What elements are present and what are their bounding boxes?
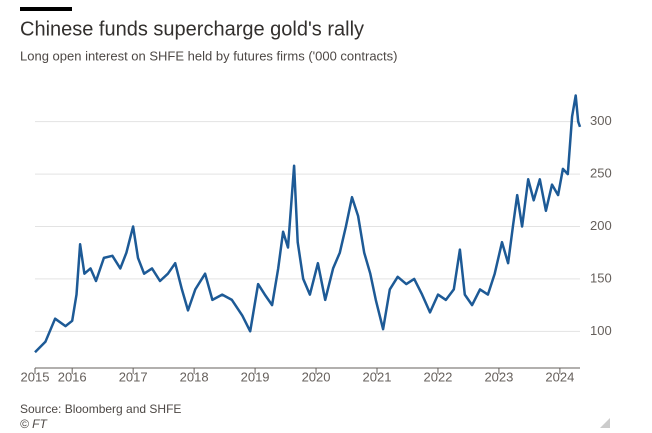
resize-icon (600, 418, 610, 428)
brand-bar (20, 7, 72, 11)
x-tick-label: 2017 (119, 369, 148, 384)
x-tick-label: 2024 (545, 369, 574, 384)
x-tick-label: 2018 (180, 369, 209, 384)
chart-subtitle: Long open interest on SHFE held by futur… (20, 48, 398, 63)
source: Source: Bloomberg and SHFE (20, 402, 181, 416)
y-tick-label: 150 (590, 270, 612, 285)
y-tick-label: 100 (590, 323, 612, 338)
x-tick-label: 2015 (21, 369, 50, 384)
data-line (34, 94, 582, 354)
x-tick-label: 2016 (58, 369, 87, 384)
y-tick-label: 200 (590, 218, 612, 233)
x-tick-label: 2020 (302, 369, 331, 384)
x-tick-label: 2023 (484, 369, 513, 384)
x-tick-label: 2022 (423, 369, 452, 384)
x-tick-label: 2021 (363, 369, 392, 384)
chart-title: Chinese funds supercharge gold's rally (20, 18, 364, 40)
y-tick-label: 250 (590, 166, 612, 181)
credit: © FT (20, 417, 49, 431)
x-tick-label: 2019 (241, 369, 270, 384)
y-tick-label: 300 (590, 113, 612, 128)
